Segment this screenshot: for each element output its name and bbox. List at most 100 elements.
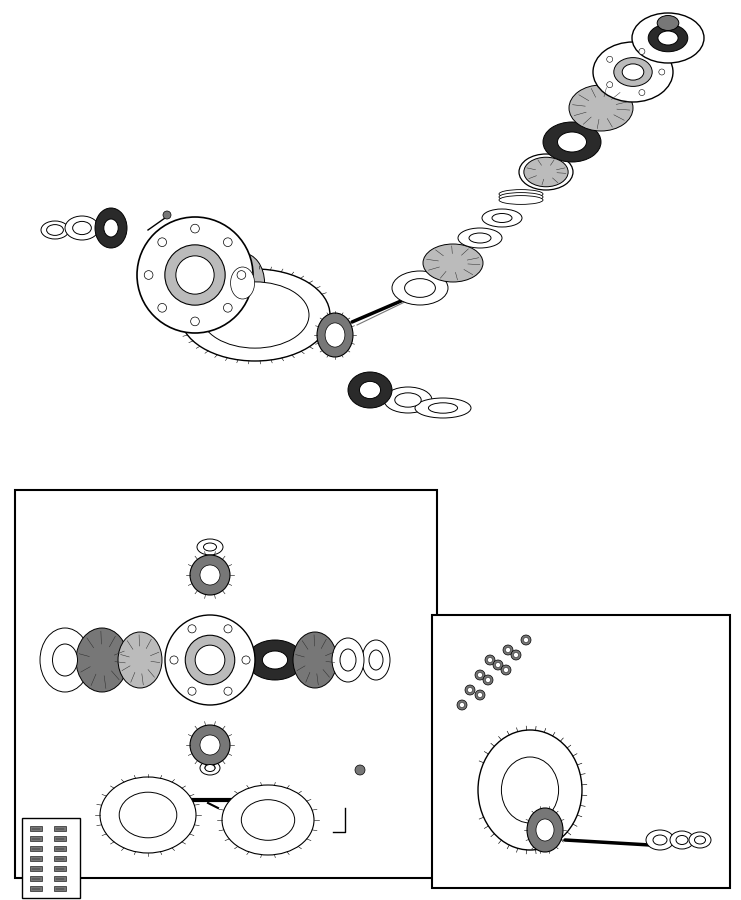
Circle shape	[188, 625, 196, 633]
Circle shape	[195, 645, 225, 675]
Ellipse shape	[95, 208, 127, 248]
Ellipse shape	[73, 221, 91, 235]
Ellipse shape	[694, 836, 705, 844]
Bar	[30, 826, 42, 831]
Ellipse shape	[293, 632, 337, 688]
Circle shape	[511, 650, 521, 660]
Circle shape	[488, 658, 493, 662]
Ellipse shape	[593, 42, 673, 102]
Ellipse shape	[53, 644, 78, 676]
Ellipse shape	[222, 785, 314, 855]
Ellipse shape	[478, 730, 582, 850]
Circle shape	[224, 625, 232, 633]
Ellipse shape	[348, 372, 392, 408]
Ellipse shape	[204, 543, 216, 551]
Ellipse shape	[221, 253, 265, 313]
Circle shape	[521, 635, 531, 645]
Circle shape	[165, 245, 225, 305]
Circle shape	[505, 647, 511, 652]
Ellipse shape	[247, 640, 303, 680]
Bar	[30, 866, 42, 871]
Circle shape	[190, 224, 199, 233]
Bar	[54, 876, 66, 881]
Circle shape	[170, 656, 178, 664]
Circle shape	[496, 662, 500, 668]
Circle shape	[503, 645, 513, 655]
Ellipse shape	[646, 830, 674, 850]
Circle shape	[165, 615, 255, 705]
Ellipse shape	[653, 835, 667, 845]
Bar	[30, 886, 42, 891]
Circle shape	[163, 211, 171, 219]
Circle shape	[224, 238, 232, 247]
Ellipse shape	[118, 632, 162, 688]
Ellipse shape	[405, 279, 436, 297]
Ellipse shape	[201, 282, 309, 348]
Ellipse shape	[557, 132, 586, 152]
Ellipse shape	[658, 31, 678, 45]
Ellipse shape	[392, 271, 448, 305]
Bar	[30, 836, 42, 841]
Circle shape	[158, 238, 167, 247]
Circle shape	[185, 635, 235, 685]
Ellipse shape	[415, 398, 471, 418]
Ellipse shape	[242, 800, 295, 841]
Ellipse shape	[340, 649, 356, 671]
Ellipse shape	[499, 195, 543, 204]
Circle shape	[188, 687, 196, 695]
Bar	[30, 876, 42, 881]
Circle shape	[457, 700, 467, 710]
Bar	[15, 490, 437, 878]
Bar	[54, 826, 66, 831]
Circle shape	[523, 637, 528, 643]
Ellipse shape	[200, 735, 220, 755]
Circle shape	[639, 89, 645, 95]
Circle shape	[493, 660, 503, 670]
Circle shape	[477, 692, 482, 698]
Ellipse shape	[119, 792, 177, 838]
Ellipse shape	[41, 221, 69, 239]
Circle shape	[477, 672, 482, 678]
Ellipse shape	[180, 269, 330, 361]
Ellipse shape	[230, 267, 255, 299]
Ellipse shape	[492, 213, 512, 222]
Circle shape	[190, 317, 199, 326]
Circle shape	[485, 655, 495, 665]
Ellipse shape	[190, 555, 230, 595]
Ellipse shape	[332, 638, 364, 682]
Ellipse shape	[519, 154, 573, 190]
Ellipse shape	[384, 387, 432, 413]
Ellipse shape	[689, 832, 711, 848]
Ellipse shape	[657, 15, 679, 31]
Circle shape	[659, 69, 665, 75]
Ellipse shape	[190, 725, 230, 765]
Ellipse shape	[65, 216, 99, 240]
Bar	[54, 846, 66, 851]
Circle shape	[459, 703, 465, 707]
Bar	[54, 836, 66, 841]
Ellipse shape	[614, 58, 652, 86]
Circle shape	[355, 765, 365, 775]
Bar	[30, 856, 42, 861]
Circle shape	[137, 217, 253, 333]
Ellipse shape	[670, 831, 694, 849]
Ellipse shape	[100, 777, 196, 853]
Circle shape	[503, 668, 508, 672]
Ellipse shape	[317, 313, 353, 357]
Ellipse shape	[632, 13, 704, 63]
Circle shape	[475, 690, 485, 700]
Circle shape	[607, 57, 613, 62]
Circle shape	[176, 256, 214, 294]
Bar	[54, 856, 66, 861]
Bar	[54, 866, 66, 871]
Ellipse shape	[676, 835, 688, 844]
Ellipse shape	[536, 819, 554, 841]
Ellipse shape	[499, 190, 543, 198]
Ellipse shape	[499, 193, 543, 202]
Ellipse shape	[648, 24, 688, 51]
Bar	[30, 846, 42, 851]
Ellipse shape	[362, 640, 390, 680]
Ellipse shape	[76, 628, 128, 692]
Circle shape	[237, 271, 246, 279]
Circle shape	[144, 271, 153, 279]
